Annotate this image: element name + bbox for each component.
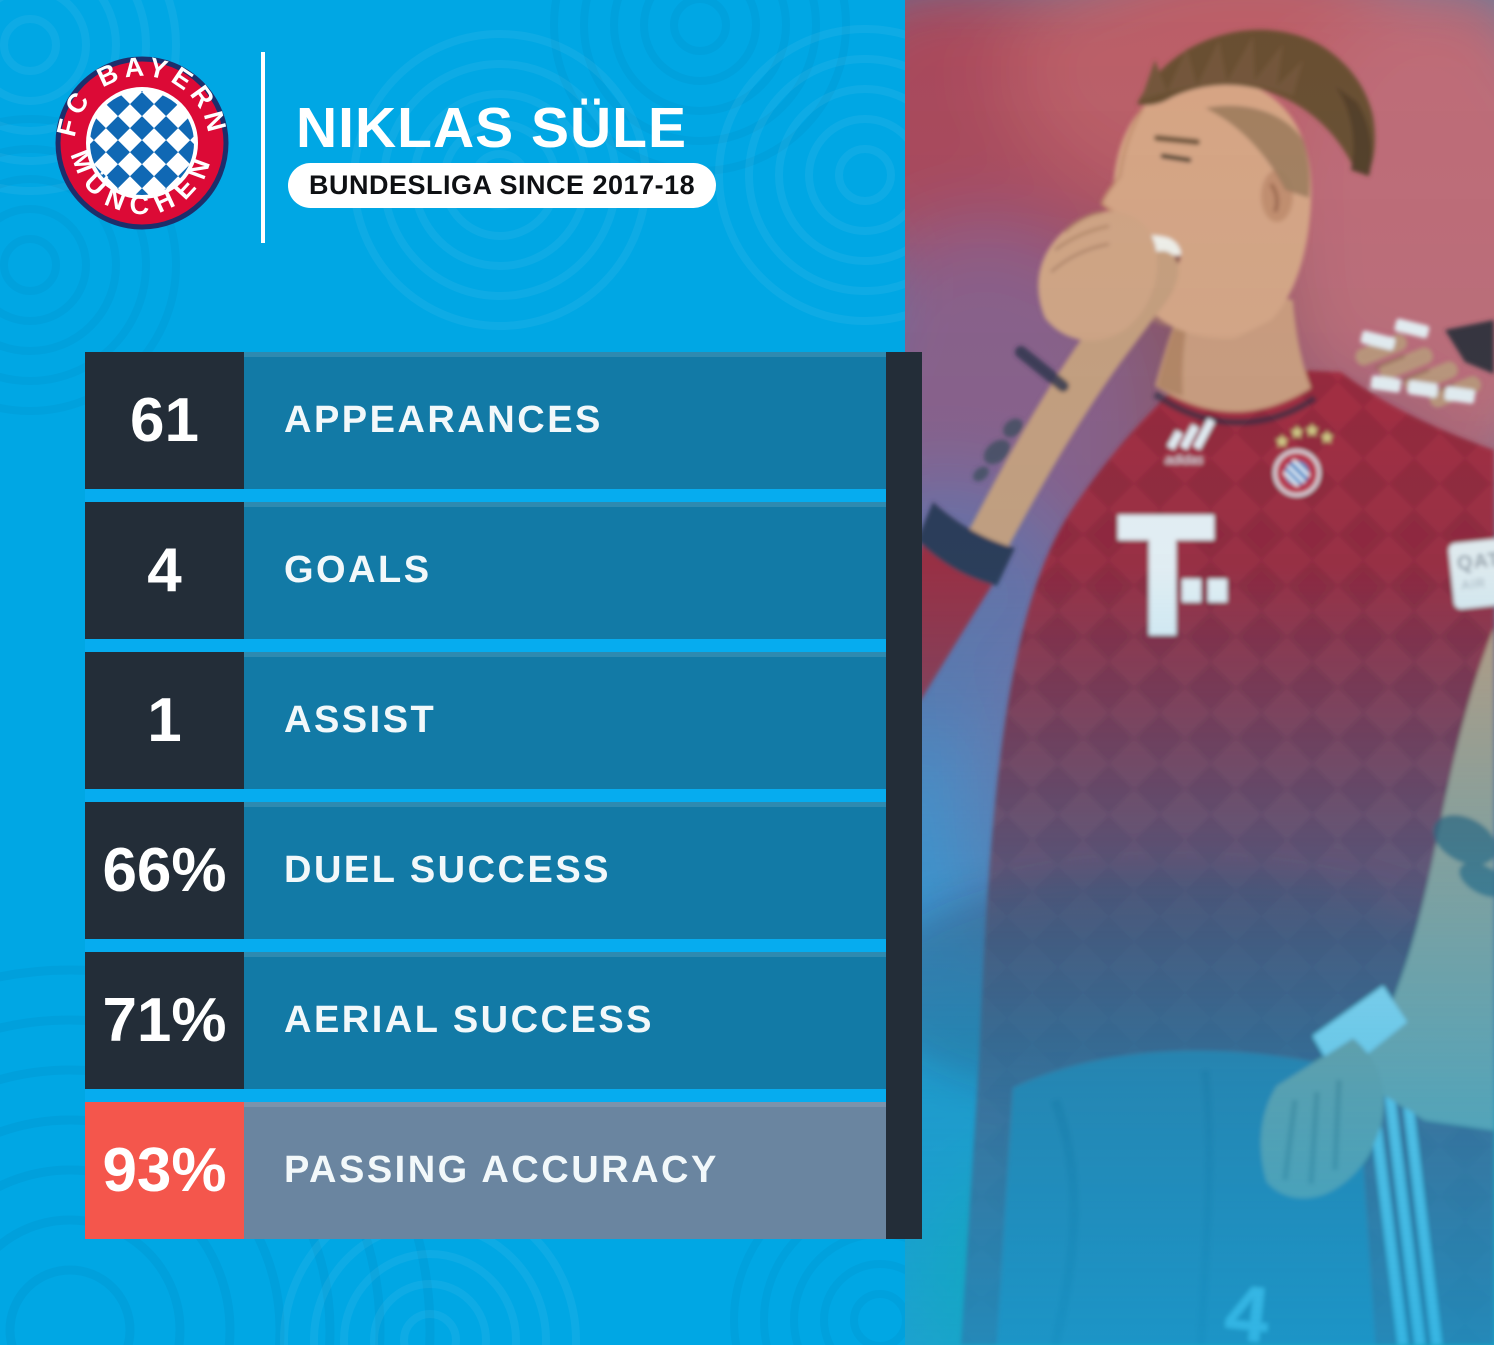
stat-label: ASSIST (284, 699, 437, 741)
stat-value-box-highlight: 93% (85, 1102, 244, 1239)
stat-bar: GOALS (244, 502, 886, 639)
stat-bar: APPEARANCES (244, 352, 886, 489)
stat-row-passing-accuracy: 93% PASSING ACCURACY (85, 1102, 886, 1239)
stat-label: APPEARANCES (284, 399, 603, 441)
subtitle-badge: BUNDESLIGA SINCE 2017-18 (288, 163, 717, 208)
stat-bar: AERIAL SUCCESS (244, 952, 886, 1089)
stat-value-box: 66% (85, 802, 244, 939)
stats-panel: 61 APPEARANCES 4 GOALS 1 ASSIST 66% DUEL… (85, 352, 922, 1239)
stat-value-box: 61 (85, 352, 244, 489)
page-title: NIKLAS SÜLE (296, 96, 688, 160)
stat-value: 93% (102, 1136, 227, 1205)
stat-value: 66% (102, 836, 227, 905)
stat-value: 61 (130, 386, 199, 455)
stat-label: AERIAL SUCCESS (284, 999, 655, 1041)
stat-value: 4 (147, 536, 182, 605)
stat-label: DUEL SUCCESS (284, 849, 612, 891)
stat-value-box: 1 (85, 652, 244, 789)
stat-row-assists: 1 ASSIST (85, 652, 886, 789)
stat-row-duel-success: 66% DUEL SUCCESS (85, 802, 886, 939)
stat-bar: DUEL SUCCESS (244, 802, 886, 939)
stat-label: GOALS (284, 549, 432, 591)
stat-value-box: 4 (85, 502, 244, 639)
header-divider (261, 52, 265, 243)
stat-value: 71% (102, 986, 227, 1055)
stat-bar-highlight: PASSING ACCURACY (244, 1102, 886, 1239)
club-badge: FC BAYERN MÜNCHEN (55, 56, 229, 230)
stat-row-aerial-success: 71% AERIAL SUCCESS (85, 952, 886, 1089)
stat-row-appearances: 61 APPEARANCES (85, 352, 886, 489)
player-photo: 4 (905, 0, 1494, 1345)
stat-value-box: 71% (85, 952, 244, 1089)
stat-value: 1 (147, 686, 182, 755)
stat-bar: ASSIST (244, 652, 886, 789)
stat-row-goals: 4 GOALS (85, 502, 886, 639)
cyan-overlay (905, 0, 1494, 1345)
stats-right-accent-bar (886, 352, 922, 1239)
stat-label: PASSING ACCURACY (284, 1149, 719, 1191)
